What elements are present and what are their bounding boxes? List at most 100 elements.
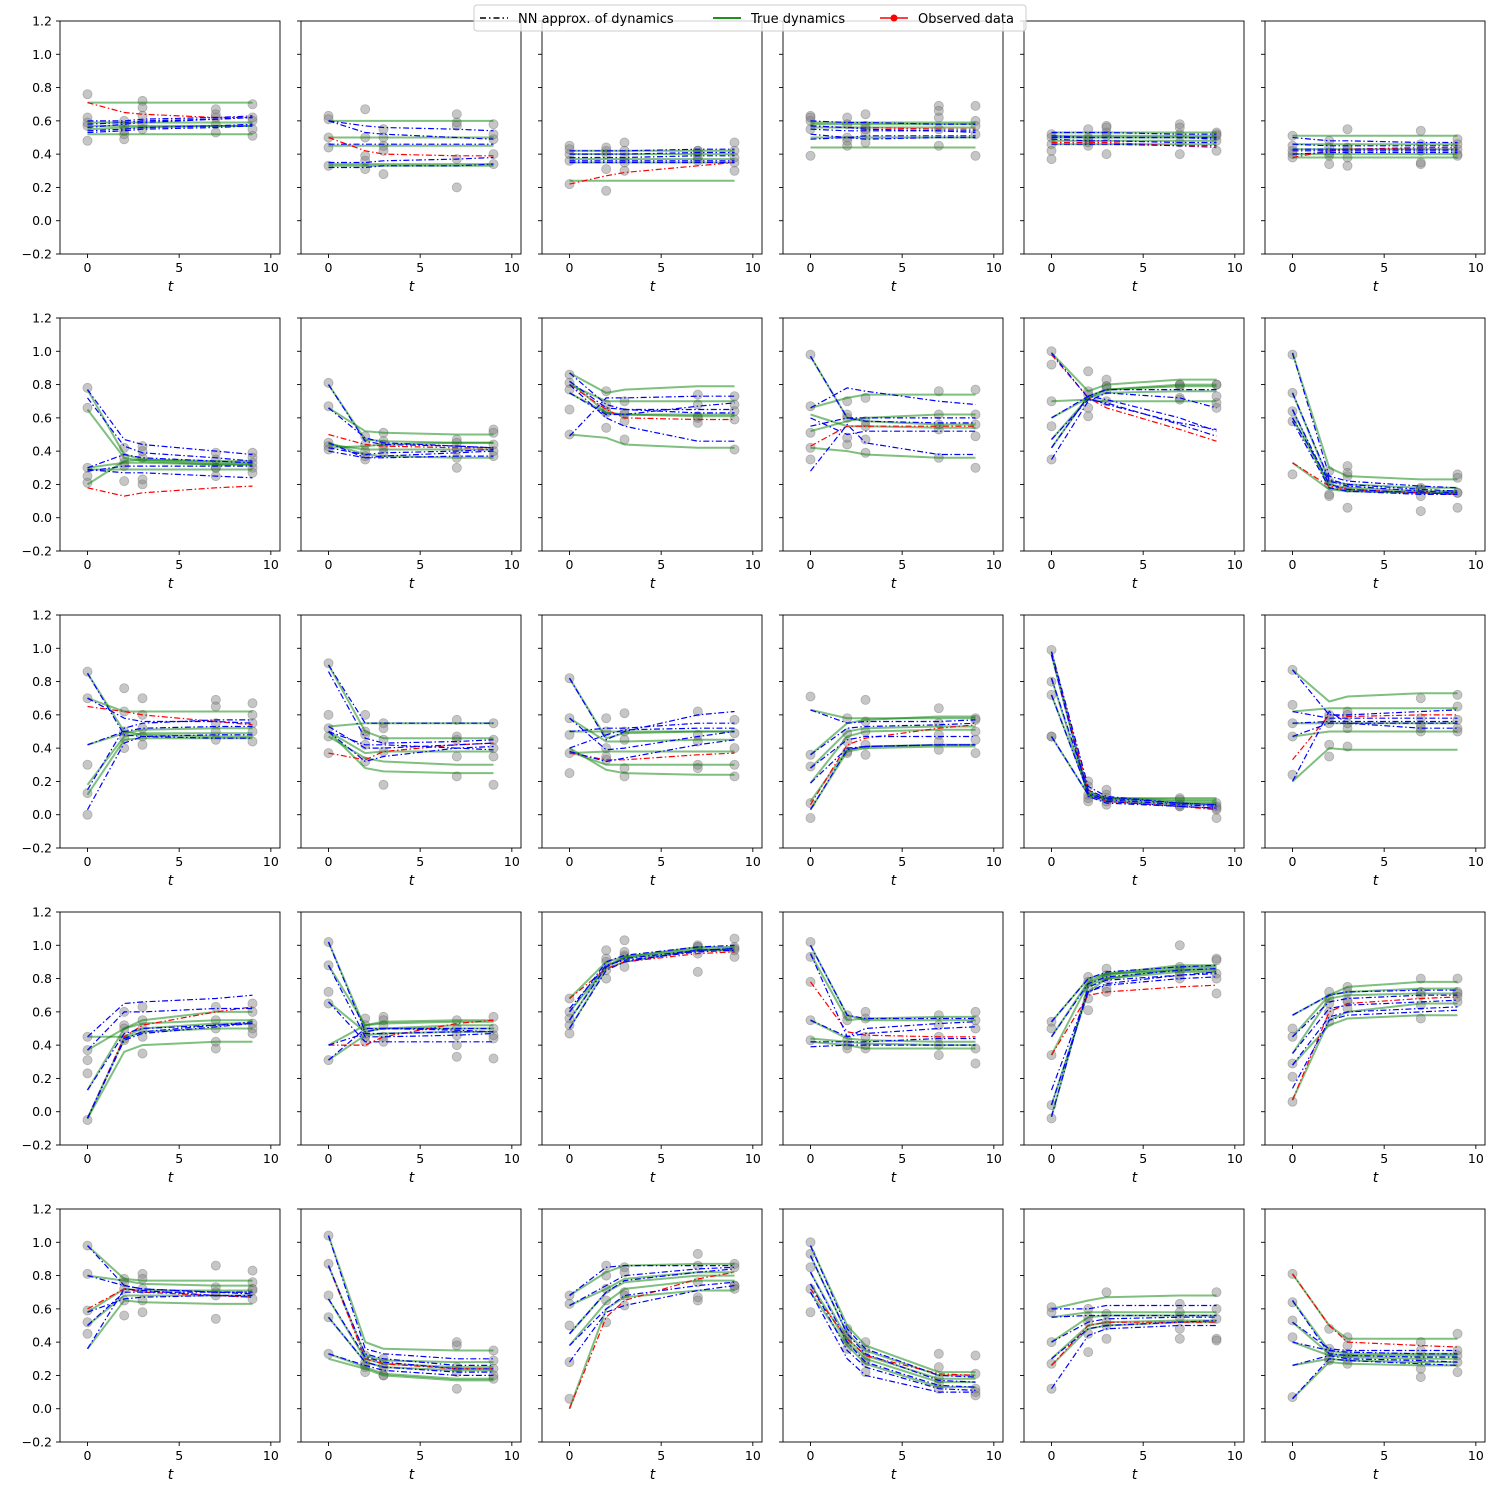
nn-approx-line	[810, 981, 976, 1038]
nn-approx-line	[328, 442, 494, 459]
x-tick-label: 5	[657, 1448, 665, 1463]
subplot-plot-area	[1046, 119, 1222, 165]
true-dynamics-line	[1050, 965, 1217, 1056]
observed-point	[210, 127, 221, 138]
observed-point	[601, 1260, 612, 1271]
observed-point	[488, 1355, 499, 1366]
nn-approx-line	[569, 1266, 735, 1307]
subplot-background	[1265, 318, 1485, 551]
nn-approx-line	[569, 944, 735, 1013]
nn-approx-line	[86, 1021, 253, 1119]
nn-approx-line	[1051, 131, 1217, 135]
nn-approx-line	[87, 116, 253, 125]
observed-point	[1324, 751, 1335, 762]
y-tick-label: 0.0	[32, 213, 52, 228]
x-tick-label: 10	[745, 1448, 761, 1463]
observed-point	[323, 658, 334, 669]
nn-approx-line	[569, 1281, 735, 1346]
true-dynamics-line	[1291, 992, 1458, 1055]
subplot-background	[1265, 912, 1485, 1145]
nn-approx-line	[569, 752, 735, 761]
true-dynamics-line	[328, 441, 494, 459]
x-tick-label: 10	[263, 1448, 279, 1463]
nn-approx-line	[327, 1235, 494, 1360]
x-axis-label: t	[650, 576, 656, 592]
true-dynamics-line	[327, 730, 494, 755]
nn-approx-line	[1292, 143, 1458, 147]
nn-approx-line	[1050, 392, 1217, 460]
observed-point	[805, 937, 816, 948]
x-tick-label: 0	[325, 557, 333, 572]
true-dynamics-line	[1291, 1361, 1458, 1400]
observed-point	[1287, 1023, 1298, 1034]
true-dynamics-line	[87, 727, 253, 746]
true-dynamics-line	[569, 750, 735, 755]
y-tick-label: 1.2	[32, 905, 52, 920]
subplot-plot-area	[82, 1240, 258, 1350]
observed-point	[488, 1053, 499, 1064]
observed-point	[1174, 940, 1185, 951]
observed-point	[1211, 973, 1222, 984]
subplot-plot-area	[564, 137, 740, 196]
observed-point	[1415, 159, 1426, 170]
x-tick-label: 0	[1048, 854, 1056, 869]
nn-approx-line	[327, 1265, 494, 1370]
x-tick-label: 5	[898, 854, 906, 869]
x-tick-label: 10	[263, 854, 279, 869]
observed-point	[970, 1006, 981, 1017]
x-axis-label: t	[1373, 873, 1379, 889]
true-dynamics-line	[327, 664, 494, 740]
y-tick-label: 0.8	[32, 1268, 52, 1283]
true-dynamics-line	[569, 433, 735, 449]
observed-point	[805, 1237, 816, 1248]
observed-point	[805, 150, 816, 161]
y-tick-label: 0.4	[32, 147, 52, 162]
subplot-frame	[1023, 1208, 1245, 1443]
x-tick-label: 0	[1289, 1448, 1297, 1463]
nn-approx-line	[1292, 994, 1458, 1038]
x-tick-label: 10	[1227, 854, 1243, 869]
observed-point	[692, 1295, 703, 1306]
observed-point	[619, 1267, 630, 1278]
y-tick-label: 0.4	[32, 444, 52, 459]
subplot: 0 5 10 t	[1020, 20, 1245, 295]
x-tick-label: 0	[807, 1151, 815, 1166]
x-axis-label: t	[1373, 1170, 1379, 1186]
nn-approx-line	[327, 965, 494, 1038]
nn-approx-line	[1291, 1009, 1458, 1089]
x-tick-label: 5	[1139, 260, 1147, 275]
x-tick-label: 10	[745, 1151, 761, 1166]
nn-approx-line	[569, 380, 735, 411]
observed-point	[1211, 813, 1222, 824]
x-axis-label: t	[168, 279, 174, 295]
true-dynamics-line	[810, 413, 976, 429]
observed-point	[1046, 421, 1057, 432]
nn-approx-line	[87, 485, 253, 497]
subplot-frame	[782, 614, 1004, 849]
nn-approx-line	[1291, 710, 1458, 782]
nn-approx-line	[810, 417, 976, 427]
subplot-background	[60, 615, 280, 848]
nn-approx-line	[809, 1291, 976, 1393]
subplot-background	[783, 1209, 1003, 1442]
subplot: 0 5 10 t	[779, 20, 1004, 295]
x-axis-label: t	[1373, 1467, 1379, 1483]
observed-point	[805, 1307, 816, 1318]
nn-approx-line	[328, 163, 494, 169]
observed-point	[601, 185, 612, 196]
true-dynamics-line	[1050, 352, 1217, 393]
nn-approx-line	[1051, 1314, 1217, 1318]
y-tick-label: −0.2	[22, 1138, 52, 1153]
subplot-frame	[59, 911, 281, 1146]
observed-point	[451, 1051, 462, 1062]
subplot-background	[60, 318, 280, 551]
nn-approx-line	[87, 465, 253, 472]
x-axis-label: t	[1132, 1467, 1138, 1483]
nn-approx-line	[87, 125, 253, 134]
true-dynamics-line	[327, 730, 494, 775]
observed-point	[1415, 157, 1426, 168]
nn-approx-line	[569, 384, 735, 421]
nn-approx-line	[86, 719, 253, 791]
subplot: 0 5 10 t −0.2 0.0 0.2 0.4 0.6 0.8 1.0 1.2	[22, 905, 281, 1186]
nn-approx-line	[87, 1007, 253, 1051]
